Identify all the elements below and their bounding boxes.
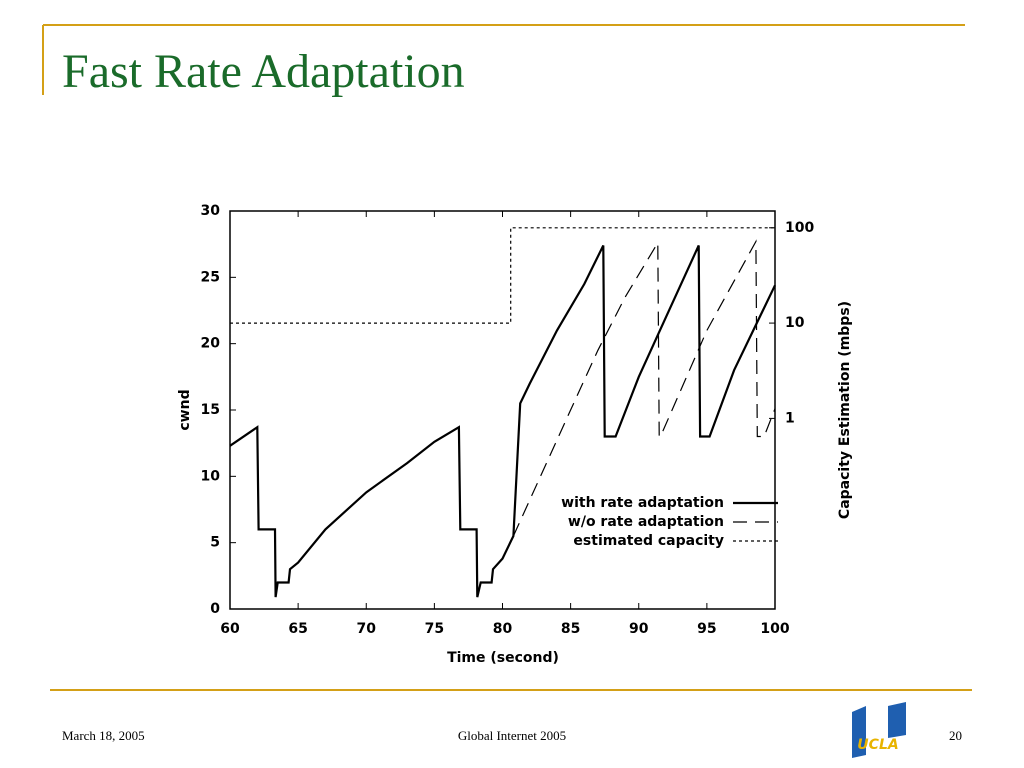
x-tick-label: 75 — [425, 621, 444, 637]
logo-shape — [852, 706, 866, 758]
x-tick-label: 90 — [629, 621, 649, 637]
x-axis-label: Time (second) — [447, 650, 559, 666]
y-tick-label: 10 — [201, 468, 221, 484]
logo-text: UCLA — [857, 737, 898, 753]
y2-tick-label: 1 — [785, 410, 795, 426]
plot-frame — [229, 210, 776, 610]
y-tick-label: 5 — [210, 535, 220, 551]
legend-label: with rate adaptation — [561, 495, 724, 511]
y-tick-label: 20 — [201, 336, 221, 352]
y-tick-label: 0 — [210, 601, 220, 617]
y-tick-label: 30 — [201, 203, 221, 219]
footer-date: March 18, 2005 — [62, 728, 145, 743]
series-line — [230, 227, 775, 324]
y2-tick-label: 10 — [785, 315, 805, 331]
series-line — [229, 245, 776, 598]
x-tick-label: 65 — [288, 621, 307, 637]
y-tick-label: 25 — [201, 269, 220, 285]
x-tick-label: 80 — [493, 621, 513, 637]
x-tick-label: 70 — [357, 621, 377, 637]
footer-center: Global Internet 2005 — [458, 728, 566, 743]
page-number: 20 — [949, 728, 962, 743]
x-tick-label: 95 — [697, 621, 716, 637]
x-tick-label: 60 — [220, 621, 240, 637]
x-tick-label: 100 — [760, 621, 789, 637]
y-tick-label: 15 — [201, 402, 220, 418]
y2-axis-label: Capacity Estimation (mbps) — [837, 301, 853, 519]
y2-tick-label: 100 — [785, 220, 814, 236]
series-line — [512, 239, 776, 537]
legend-label: w/o rate adaptation — [568, 514, 724, 530]
y-axis-label: cwnd — [177, 389, 193, 430]
slide-title: Fast Rate Adaptation — [62, 45, 465, 98]
logo-shape — [888, 702, 906, 738]
x-tick-label: 85 — [561, 621, 580, 637]
legend-label: estimated capacity — [573, 533, 724, 549]
logo: UCLA — [852, 702, 906, 758]
